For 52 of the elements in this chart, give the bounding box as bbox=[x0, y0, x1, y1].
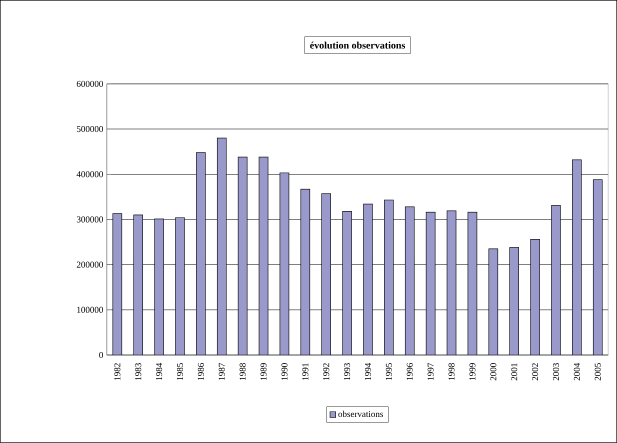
x-tick-label: 2003 bbox=[552, 363, 560, 380]
bar bbox=[468, 212, 478, 356]
y-tick-label: 100000 bbox=[77, 306, 104, 313]
bar bbox=[133, 214, 144, 356]
x-tick-label: 1993 bbox=[344, 363, 350, 380]
x-tick-label: 1996 bbox=[406, 363, 413, 380]
bar bbox=[342, 211, 352, 356]
x-tick-label: 2000 bbox=[490, 363, 496, 380]
y-tick-label: 400000 bbox=[76, 171, 104, 178]
x-tick-label: 1997 bbox=[428, 363, 434, 380]
x-tick-label: 2002 bbox=[532, 363, 538, 380]
x-tick-label: 1987 bbox=[218, 363, 225, 380]
bar bbox=[572, 160, 582, 356]
bar bbox=[488, 248, 498, 356]
x-tick-label: 2005 bbox=[594, 363, 601, 380]
x-tick-label: 1998 bbox=[448, 363, 455, 380]
x-tick-label: 1985 bbox=[176, 363, 184, 380]
bar bbox=[509, 247, 519, 356]
x-tick-label: 1986 bbox=[198, 363, 204, 380]
x-tick-label: 1982 bbox=[114, 363, 120, 380]
bar bbox=[280, 172, 290, 356]
bar bbox=[300, 188, 310, 356]
bar bbox=[154, 218, 164, 356]
x-tick-label: 2004 bbox=[574, 363, 580, 380]
bar bbox=[384, 200, 394, 356]
x-tick-label: 1990 bbox=[281, 363, 288, 380]
legend-label: observations bbox=[338, 410, 384, 418]
x-tick-label: 1999 bbox=[469, 363, 476, 380]
bar bbox=[530, 239, 540, 356]
x-tick-label: 1984 bbox=[156, 363, 162, 380]
x-tick-label: 1991 bbox=[302, 363, 308, 380]
y-tick-label: 200000 bbox=[76, 262, 104, 268]
bar bbox=[112, 213, 122, 356]
y-tick-label: 300000 bbox=[76, 216, 104, 223]
y-tick-label: 600000 bbox=[76, 80, 104, 87]
x-tick-label: 1995 bbox=[386, 363, 392, 380]
bar bbox=[592, 179, 603, 356]
chart-title: évolution observations bbox=[310, 42, 406, 49]
x-tick-label: 1989 bbox=[260, 363, 267, 380]
bar bbox=[196, 152, 206, 356]
bar bbox=[216, 138, 227, 356]
y-tick-label: 0 bbox=[99, 352, 104, 358]
x-tick-label: 2001 bbox=[511, 363, 518, 380]
x-tick-label: 1992 bbox=[323, 363, 330, 380]
x-tick-label: 1988 bbox=[240, 363, 246, 380]
bar bbox=[426, 212, 436, 356]
bar bbox=[404, 206, 415, 356]
y-tick-label: 500000 bbox=[76, 126, 104, 132]
x-tick-label: 1983 bbox=[135, 363, 142, 380]
bar bbox=[321, 193, 331, 356]
bar bbox=[238, 156, 248, 356]
x-tick-label: 1994 bbox=[364, 363, 371, 380]
